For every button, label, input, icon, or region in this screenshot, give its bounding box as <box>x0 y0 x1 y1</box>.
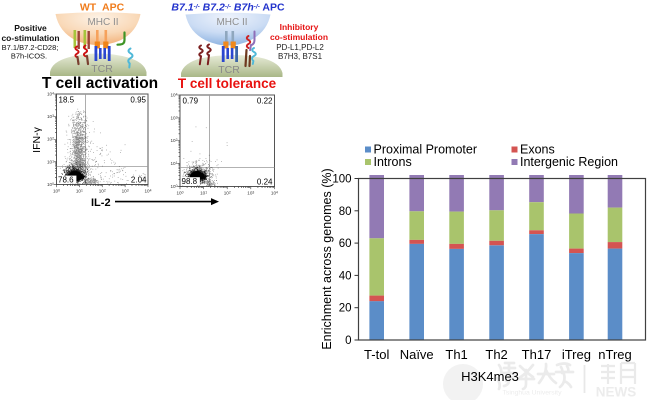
svg-text:co-stimulation: co-stimulation <box>1 33 59 43</box>
svg-text:0.79: 0.79 <box>183 97 199 106</box>
svg-text:NEWS: NEWS <box>596 385 637 400</box>
svg-text:100: 100 <box>170 184 177 189</box>
svg-text:101: 101 <box>47 159 54 164</box>
svg-text:Naïve: Naïve <box>400 347 434 362</box>
svg-text:104: 104 <box>170 93 177 98</box>
svg-text:98.8: 98.8 <box>182 177 198 186</box>
svg-text:MHC II: MHC II <box>216 17 247 28</box>
svg-text:Th17: Th17 <box>522 347 552 362</box>
svg-text:100: 100 <box>332 174 351 186</box>
svg-text:Exons: Exons <box>520 143 555 157</box>
svg-text:60: 60 <box>339 238 352 250</box>
svg-text:20: 20 <box>339 303 352 315</box>
svg-text:TCR: TCR <box>91 63 113 75</box>
svg-text:103: 103 <box>47 114 54 119</box>
svg-text:102: 102 <box>47 137 54 142</box>
svg-text:H3K4me3: H3K4me3 <box>461 369 519 384</box>
svg-text:100: 100 <box>53 189 60 194</box>
svg-text:102: 102 <box>99 189 106 194</box>
svg-text:102: 102 <box>224 191 231 196</box>
svg-text:40: 40 <box>339 270 352 282</box>
svg-text:Enrichment across genomes (%): Enrichment across genomes (%) <box>320 168 334 349</box>
svg-text:PD-L1,PD-L2: PD-L1,PD-L2 <box>276 43 324 52</box>
svg-text:T-tol: T-tol <box>364 347 389 362</box>
svg-text:0.24: 0.24 <box>257 178 273 187</box>
svg-text:B7H3, B7S1: B7H3, B7S1 <box>278 52 323 61</box>
svg-text:B7.1/B7.2-CD28;: B7.1/B7.2-CD28; <box>2 43 59 52</box>
svg-text:103: 103 <box>122 189 129 194</box>
svg-text:2.04: 2.04 <box>131 176 147 185</box>
svg-text:Proximal Promoter: Proximal Promoter <box>374 143 478 157</box>
svg-text:0.22: 0.22 <box>257 97 273 106</box>
svg-text:102: 102 <box>170 138 177 143</box>
svg-text:WT APC: WT APC <box>80 2 125 14</box>
svg-text:104: 104 <box>47 92 54 97</box>
svg-text:IFN-γ: IFN-γ <box>31 126 43 152</box>
svg-text:80: 80 <box>339 206 352 218</box>
svg-text:IL-2: IL-2 <box>91 197 111 209</box>
svg-text:Introns: Introns <box>374 155 412 169</box>
svg-text:100: 100 <box>176 191 183 196</box>
svg-text:0.95: 0.95 <box>130 96 146 105</box>
svg-text:104: 104 <box>144 189 151 194</box>
svg-text:iTreg: iTreg <box>562 347 591 362</box>
svg-text:nTreg: nTreg <box>598 347 631 362</box>
svg-text:0: 0 <box>345 335 351 347</box>
svg-text:101: 101 <box>170 161 177 166</box>
svg-text:100: 100 <box>47 182 54 187</box>
svg-text:Th2: Th2 <box>485 347 507 362</box>
svg-text:Intergenic Region: Intergenic Region <box>520 155 618 169</box>
svg-text:Tsinghua University: Tsinghua University <box>503 390 563 397</box>
svg-text:101: 101 <box>76 189 83 194</box>
svg-text:Positive: Positive <box>14 23 47 33</box>
svg-text:Th1: Th1 <box>445 347 467 362</box>
svg-text:103: 103 <box>247 191 254 196</box>
svg-text:B7h-ICOS.: B7h-ICOS. <box>11 52 47 61</box>
svg-text:TCR: TCR <box>218 64 240 76</box>
svg-text:Inhibitory: Inhibitory <box>280 22 319 32</box>
svg-text:101: 101 <box>200 191 207 196</box>
svg-text:103: 103 <box>170 115 177 120</box>
svg-text:18.5: 18.5 <box>59 96 75 105</box>
svg-text:78.6: 78.6 <box>58 176 74 185</box>
svg-text:104: 104 <box>271 191 278 196</box>
svg-text:co-stimulation: co-stimulation <box>270 32 328 42</box>
svg-text:MHC II: MHC II <box>87 17 118 28</box>
